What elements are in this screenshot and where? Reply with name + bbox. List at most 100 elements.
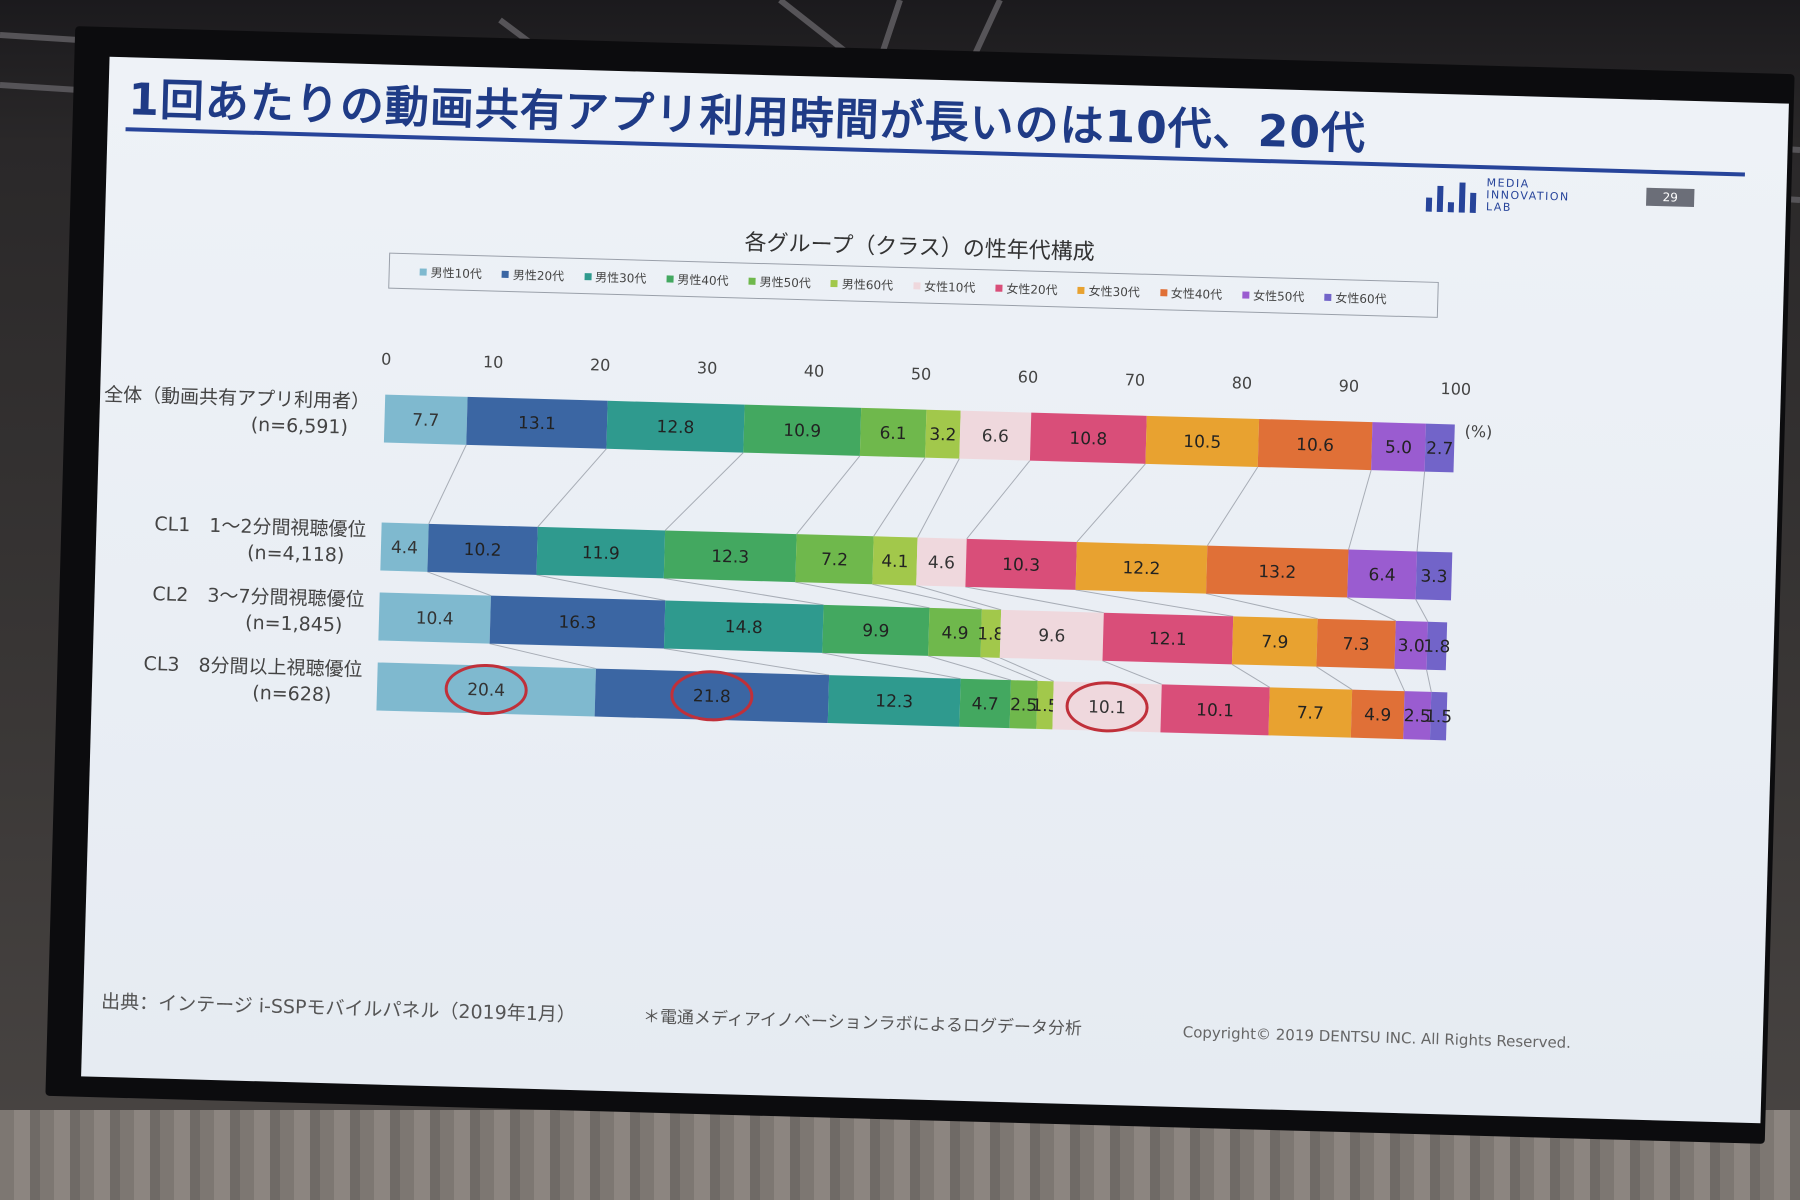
connector-line (980, 656, 1038, 682)
data-label: 12.3 (875, 691, 913, 712)
data-label: 1.8 (977, 624, 1005, 645)
connector-line (1316, 666, 1353, 691)
connector-line (1076, 463, 1146, 543)
bar-segment (1009, 680, 1038, 729)
connector-line (1231, 663, 1271, 688)
data-label: 4.6 (928, 553, 956, 574)
data-label: 10.9 (783, 421, 821, 442)
x-tick-label: 60 (1018, 367, 1039, 387)
connector-line (1075, 589, 1234, 617)
bar-segment (489, 595, 666, 649)
connector-line (1415, 599, 1429, 623)
connector-line (1426, 669, 1432, 693)
bar-segment (980, 609, 1002, 658)
x-tick-label: 40 (804, 361, 825, 381)
data-label: 12.2 (1122, 558, 1160, 579)
data-label: 12.8 (656, 417, 694, 438)
stacked-bar-chart: 0 10 20 30 40 50 60 70 80 90 100(%)全体（動画共有アプリ利用者）(… (104, 349, 1493, 741)
bar-segment (959, 410, 1032, 461)
data-label: 14.8 (725, 617, 763, 638)
connector-line (427, 571, 492, 597)
connector-line (663, 577, 824, 606)
data-label: 4.9 (941, 623, 969, 644)
row-sample-size: (n=6,591) (250, 414, 348, 439)
bar-segment (1257, 418, 1373, 471)
x-tick-label: 30 (697, 358, 718, 378)
data-label: 6.6 (981, 426, 1009, 447)
bar-segment (928, 607, 982, 658)
x-tick-label: 90 (1338, 376, 1359, 396)
bar-segment (959, 678, 1011, 729)
bar-segment (1347, 549, 1418, 600)
bar-segment (1145, 415, 1260, 467)
bar-segment (1316, 618, 1396, 669)
data-label: 10.4 (415, 609, 453, 630)
bar-segment (999, 609, 1104, 661)
data-label: 13.1 (518, 413, 556, 434)
data-label: 7.2 (821, 550, 849, 571)
bar-segment (594, 668, 830, 724)
data-label: 2.5 (1010, 695, 1038, 716)
connector-line (795, 581, 930, 609)
data-label: 10.6 (1296, 435, 1334, 456)
connector-line (999, 657, 1054, 682)
bar-segment (1231, 616, 1318, 667)
data-label: 16.3 (558, 613, 596, 634)
data-label: 2.5 (1403, 706, 1431, 727)
bar-segment (1371, 422, 1426, 472)
connector-line (428, 444, 467, 525)
data-label: 20.4 (467, 680, 505, 701)
bar-segment (916, 537, 967, 587)
data-label: 7.3 (1342, 634, 1370, 655)
connector-line (536, 574, 666, 601)
bar-segment (1102, 612, 1234, 665)
bar-segment (827, 675, 961, 727)
data-label: 7.7 (412, 410, 440, 431)
data-label: 10.1 (1196, 700, 1234, 721)
bar-segment (378, 592, 491, 644)
row-label: CL3 8分間以上視聴優位 (143, 653, 363, 681)
row-label: CL2 3〜7分間視聴優位 (152, 583, 365, 611)
data-label: 12.3 (711, 547, 749, 568)
bar-segment (376, 662, 596, 717)
data-label: 1.5 (1425, 707, 1453, 728)
x-tick-label: 50 (911, 364, 932, 384)
row-sample-size: (n=4,118) (247, 542, 345, 567)
data-label: 4.9 (1364, 705, 1392, 726)
bar-segment (466, 396, 608, 449)
connector-line (916, 584, 1002, 611)
bar-segment (872, 536, 918, 586)
bar-segment (1160, 684, 1270, 736)
bar-segment (536, 526, 666, 579)
bar-segment (1075, 541, 1208, 594)
bar-segment (1052, 681, 1162, 733)
presentation-slide: 1回あたりの動画共有アプリ利用時間が長いのは10代、20代 MEDIA INNO… (81, 56, 1789, 1124)
connector-line (489, 643, 597, 670)
bar-segment (1029, 412, 1147, 464)
connector-line (1347, 597, 1397, 622)
connector-line (1205, 593, 1318, 620)
connector-line (927, 655, 1012, 681)
highlight-circle (670, 670, 754, 722)
bar-segment (743, 404, 862, 456)
x-tick-label: 10 (483, 352, 504, 372)
highlight-circle (1065, 681, 1149, 733)
bar-segment (383, 394, 468, 445)
connector-line (537, 448, 607, 528)
bar-segment (1424, 423, 1455, 473)
data-label: 2.7 (1426, 439, 1454, 460)
data-label: 4.1 (881, 551, 909, 572)
bar-segment (1036, 680, 1054, 730)
connector-line (664, 452, 744, 531)
bar-segment (1415, 551, 1453, 601)
bar-segment (606, 400, 745, 453)
data-label: 10.5 (1183, 432, 1221, 453)
data-label: 6.1 (879, 423, 907, 444)
x-tick-label: 100 (1440, 379, 1471, 399)
bar-segment (965, 538, 1077, 590)
bar-segment (925, 409, 961, 459)
data-label: 3.0 (1397, 636, 1425, 657)
bar-segment (1429, 691, 1448, 741)
data-label: 4.7 (971, 694, 999, 715)
connector-line (965, 586, 1104, 614)
